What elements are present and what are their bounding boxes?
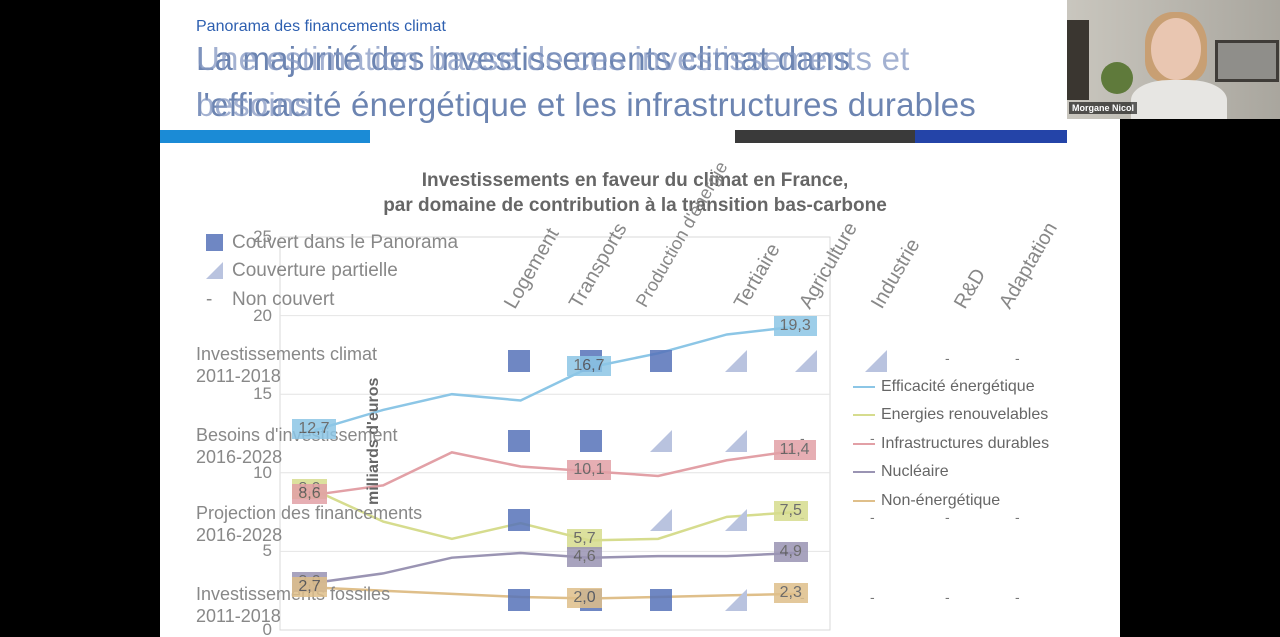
data-label: 4,6: [567, 546, 602, 567]
section-title: Panorama des financements climat: [196, 18, 446, 35]
data-label: 19,3: [773, 315, 817, 336]
chart-title: Investissements en faveur du climat en F…: [330, 168, 940, 218]
slide-title-line2: besoins: [196, 86, 312, 123]
coverage-cell: [508, 589, 530, 611]
data-label: 12,7: [292, 419, 336, 440]
coverage-cell: -: [800, 430, 805, 446]
coverage-legend-covered: Couvert dans le Panorama: [232, 232, 459, 253]
coverage-cell: [650, 589, 672, 611]
row-label-projection: Projection des financements 2016-2028: [196, 503, 423, 545]
not-covered-legend-dash: -: [206, 289, 213, 310]
data-label: 11,4: [773, 439, 816, 460]
coverage-cell: -: [1015, 509, 1020, 525]
coverage-cell: [725, 430, 747, 452]
data-label: 2,7: [292, 576, 327, 597]
series-line: [314, 551, 796, 585]
data-label: 5,7: [567, 529, 602, 550]
coverage-cell: -: [945, 350, 950, 366]
series-swatch: [853, 470, 875, 473]
coverage-cell: [508, 350, 530, 372]
data-label: 10,1: [567, 460, 611, 481]
coverage-cell: -: [1015, 589, 1020, 605]
series-legend-item: Energies renouvelables: [853, 406, 1048, 424]
coverage-cell: -: [1015, 350, 1020, 366]
coverage-cell: -: [870, 430, 875, 446]
coverage-cell: [725, 589, 747, 611]
plant: [1101, 62, 1133, 94]
y-tick-label: 10: [253, 462, 272, 482]
slide-title-ghost-line1: La majorité des investissements climat d…: [196, 40, 851, 77]
line-chart: [279, 236, 831, 631]
slide-edge: [1067, 119, 1120, 637]
coverage-cell: [725, 350, 747, 372]
data-label: 8,6: [292, 483, 327, 504]
participant-name: Morgane Nicol: [1069, 102, 1138, 114]
accent-bar-dark: [735, 130, 915, 143]
accent-bar-left: [160, 130, 370, 143]
y-tick-label: 0: [262, 620, 272, 637]
slide-title-ghost-line2: l'efficacité énergétique et les infrastr…: [196, 86, 976, 123]
series-swatch: [853, 413, 875, 416]
coverage-cell: [508, 509, 530, 531]
series-swatch: [853, 385, 875, 388]
y-tick-label: 15: [253, 384, 272, 404]
coverage-cell: -: [870, 509, 875, 525]
participant-face: [1151, 18, 1201, 80]
series-legend-item: Non-énergétique: [853, 492, 1000, 510]
coverage-cell: [725, 509, 747, 531]
data-label: 2,0: [567, 587, 602, 608]
coverage-cell: [650, 430, 672, 452]
data-label: 7,5: [773, 501, 808, 522]
series-legend-item: Efficacité énergétique: [853, 378, 1035, 396]
covered-legend-swatch: [206, 234, 223, 251]
y-tick-label: 5: [262, 541, 272, 561]
coverage-cell: -: [870, 589, 875, 605]
y-tick-label: 20: [253, 305, 272, 325]
data-label: 16,7: [567, 356, 611, 377]
chart-title-line1: Investissements en faveur du climat en F…: [421, 170, 849, 191]
slide-title-line1: Une estimation basse de ces investisseme…: [196, 40, 910, 77]
coverage-cell: [650, 509, 672, 531]
series-line: [314, 325, 796, 432]
series-line: [313, 488, 796, 542]
series-line: [314, 449, 796, 497]
partial-legend-swatch: [206, 262, 223, 279]
series-legend-item: Nucléaire: [853, 463, 949, 481]
series-legend-item: Infrastructures durables: [853, 435, 1049, 453]
bookshelf: [1067, 20, 1089, 100]
coverage-cell: -: [945, 509, 950, 525]
accent-bar-blue: [915, 130, 1067, 143]
coverage-cell: [865, 350, 887, 372]
chart-title-line2: par domaine de contribution à la transit…: [383, 195, 887, 216]
coverage-cell: [795, 350, 817, 372]
coverage-cell: [508, 430, 530, 452]
series-line: [314, 586, 796, 600]
presentation-slide: Panorama des financements climat La majo…: [160, 0, 1067, 637]
coverage-legend-partial: Couverture partielle: [232, 260, 398, 281]
coverage-cell: [580, 430, 602, 452]
row-label-investissements-climat: Investissements climat 2011-2018: [196, 344, 378, 386]
data-label: 4,9: [773, 541, 808, 562]
coverage-cell: [650, 350, 672, 372]
series-swatch: [853, 499, 875, 502]
series-swatch: [853, 442, 875, 445]
plot-frame: [279, 236, 831, 631]
participant-body: [1131, 80, 1227, 119]
y-tick-label: 25: [253, 227, 272, 246]
participant-video-tile[interactable]: Morgane Nicol: [1067, 0, 1280, 119]
data-label: 2,3: [773, 582, 808, 603]
coverage-cell: -: [945, 589, 950, 605]
coverage-legend-not-covered: Non couvert: [232, 289, 335, 310]
wall-picture: [1215, 40, 1279, 82]
